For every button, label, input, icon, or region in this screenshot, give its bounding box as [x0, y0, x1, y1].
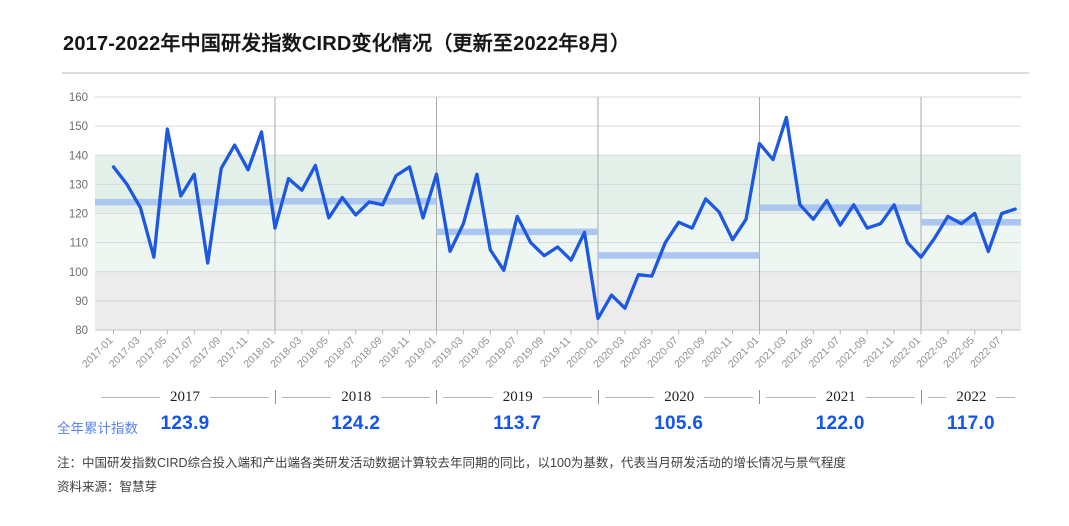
annual-band-2022	[920, 218, 1021, 226]
y-axis-labels: 160 150 140 130 120 110 100 90 80	[69, 92, 88, 337]
gridlines	[95, 96, 1021, 331]
svg-text:150: 150	[69, 121, 88, 133]
annual-value-2021: 122.0	[815, 413, 865, 434]
year-separator	[597, 390, 599, 404]
year-rule	[604, 396, 655, 398]
annual-value-2019: 113.7	[493, 413, 542, 434]
year-rule	[381, 396, 431, 398]
annual-band-2021	[759, 204, 921, 211]
x-axis-labels: 2017-012017-032017-052017-072017-092017-…	[80, 335, 1004, 371]
svg-text:80: 80	[75, 325, 88, 337]
annual-values-row: 123.9 124.2 113.7 105.6 122.0 117.0	[95, 412, 1021, 436]
x-axis-ticks	[113, 330, 1003, 335]
year-label: 2021	[825, 388, 856, 405]
annual-value-2017: 123.9	[160, 413, 210, 434]
svg-text:110: 110	[70, 238, 88, 250]
page-title: 2017-2022年中国研发指数CIRD变化情况（更新至2022年8月）	[63, 33, 631, 55]
footnote-source: 资料来源：智慧芽	[57, 480, 158, 494]
year-section-2022: 2022	[922, 388, 1021, 406]
year-rule	[542, 396, 592, 398]
year-rule	[766, 396, 816, 398]
year-rule	[101, 396, 160, 398]
annual-index-bands	[95, 198, 1021, 259]
year-separator	[759, 390, 761, 404]
annual-value-2018: 124.2	[331, 413, 381, 434]
year-section-2020: 2020	[599, 388, 759, 406]
year-rule	[996, 396, 1015, 398]
year-label: 2018	[341, 388, 372, 405]
svg-text:120: 120	[69, 209, 88, 221]
year-label: 2022	[956, 388, 987, 405]
cird-line-chart: 160 150 140 130 120 110 100 90 802017-012017-032…	[69, 92, 1021, 371]
year-section-2021: 2021	[760, 388, 920, 406]
year-divider-lines	[274, 97, 922, 330]
year-label: 2019	[502, 388, 533, 405]
year-rule	[443, 396, 493, 398]
svg-text:100: 100	[69, 267, 88, 279]
year-section-2019: 2019	[437, 388, 597, 406]
footnote-note: 注：中国研发指数CIRD综合投入端和产出端各类研发活动数据计算较去年同期的同比，…	[57, 456, 846, 470]
year-separator	[274, 390, 276, 404]
year-rule	[927, 396, 947, 398]
annual-band-2020	[597, 252, 760, 259]
year-separator	[436, 390, 438, 404]
year-axis: 2017 2018 2019 2020 2021 2022	[95, 388, 1021, 406]
annual-value-2020: 105.6	[654, 413, 704, 434]
annual-values-label: 全年累计指数	[57, 421, 138, 436]
annual-value-2022: 117.0	[946, 413, 995, 434]
svg-text:160: 160	[69, 92, 88, 104]
year-rule	[704, 396, 754, 398]
year-label: 2020	[664, 388, 695, 405]
year-section-2018: 2018	[276, 388, 436, 406]
svg-text:90: 90	[75, 296, 88, 308]
annual-band-2019	[436, 228, 598, 236]
year-rule	[281, 396, 332, 398]
annual-band-2018	[274, 198, 437, 205]
svg-text:140: 140	[69, 150, 88, 162]
year-separator	[920, 390, 922, 404]
year-rule	[210, 396, 269, 398]
title-divider	[62, 72, 1029, 74]
svg-text:130: 130	[69, 179, 88, 191]
annual-band-2017	[95, 198, 275, 206]
year-section-2017: 2017	[95, 388, 275, 406]
year-label: 2017	[170, 388, 200, 405]
cird-data-line	[111, 115, 1017, 321]
year-rule	[865, 396, 915, 398]
